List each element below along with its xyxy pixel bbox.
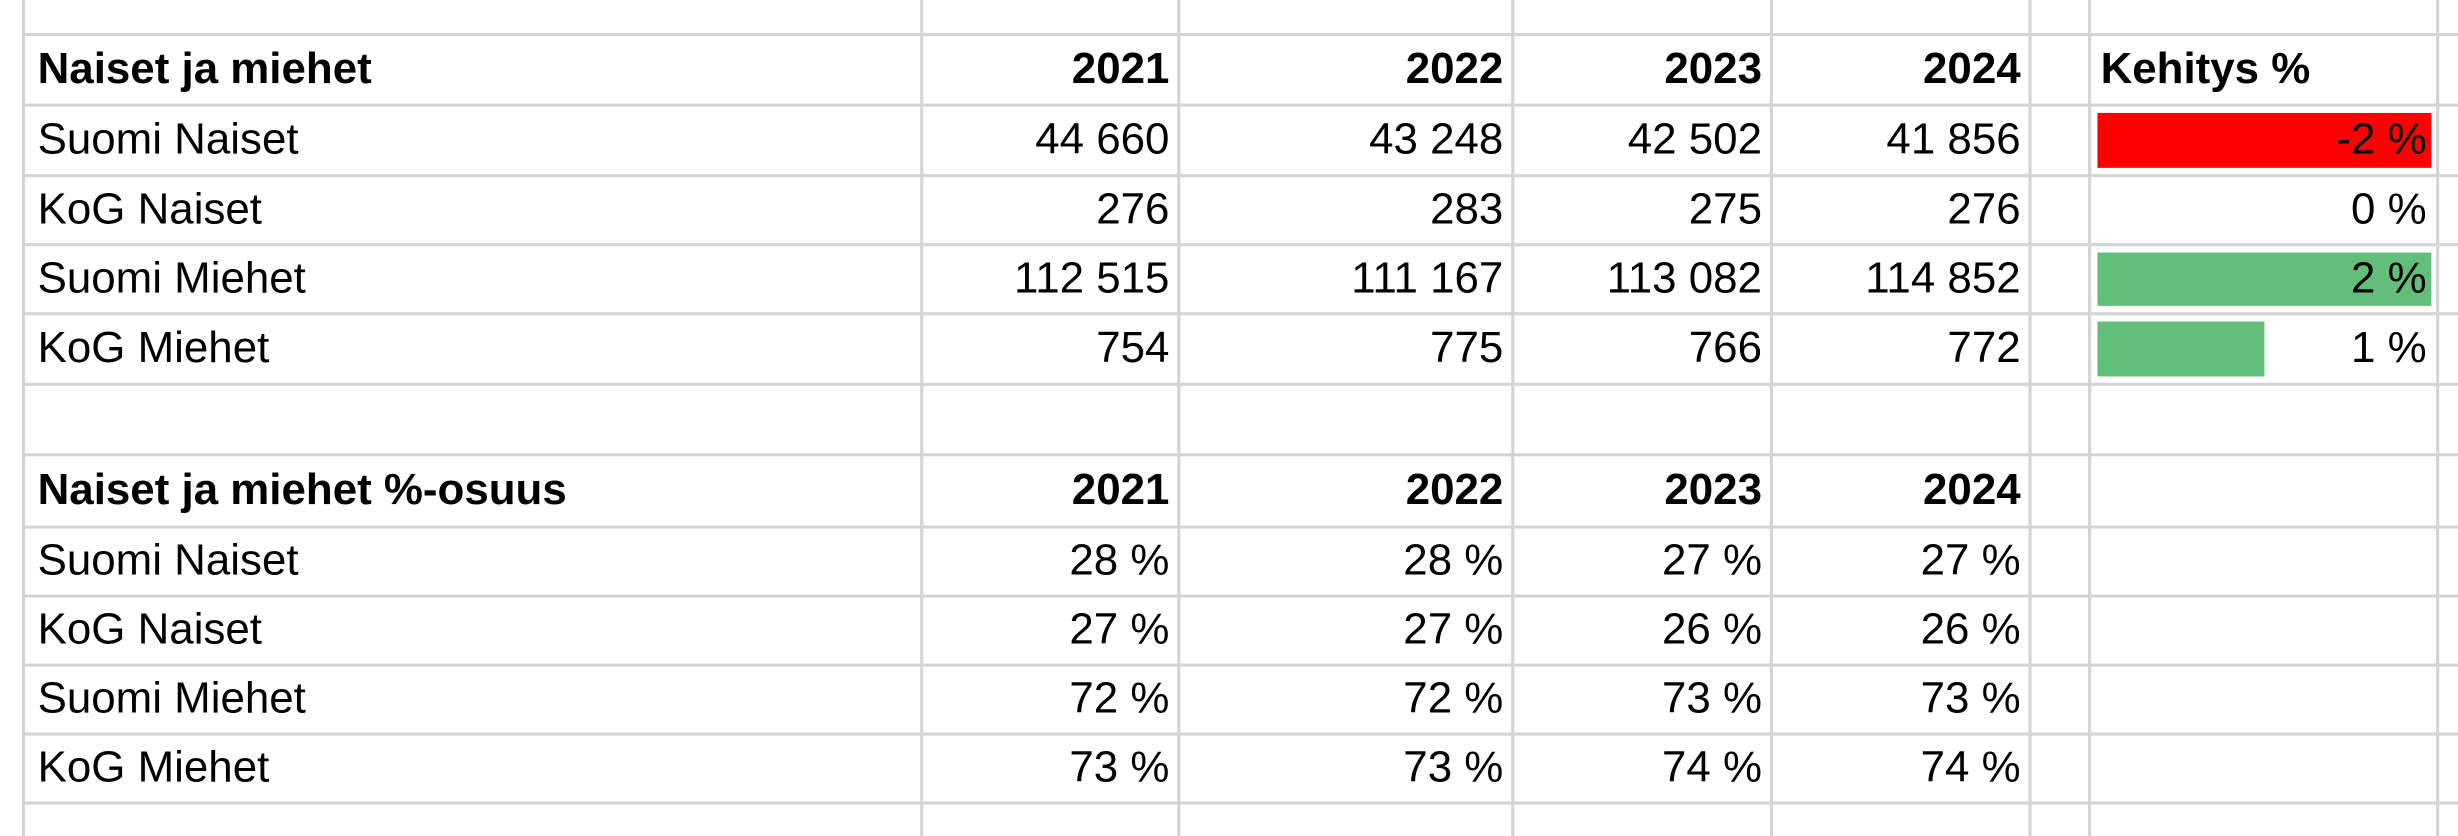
- cell-value: 43 248: [1369, 115, 1503, 164]
- cell-value: 73 %: [1069, 743, 1169, 792]
- kehitys-header: Kehitys %: [2101, 44, 2311, 93]
- cell-value: 276: [1096, 184, 1169, 233]
- cell-value: 775: [1430, 323, 1503, 372]
- cell-value: 74 %: [1662, 743, 1762, 792]
- year-header: 2021: [1072, 465, 1170, 514]
- table-title: Naiset ja miehet %-osuus: [38, 465, 567, 514]
- year-header: 2021: [1072, 44, 1170, 93]
- cell-value: 27 %: [1662, 536, 1762, 585]
- cell-value: 27 %: [1069, 605, 1169, 654]
- row-label: KoG Miehet: [38, 743, 270, 792]
- cell-value: 754: [1096, 323, 1169, 372]
- cell-value: 111 167: [1351, 253, 1503, 302]
- cell-value: 112 515: [1014, 253, 1169, 302]
- year-header: 2023: [1664, 465, 1762, 514]
- row-label: Suomi Naiset: [38, 536, 299, 585]
- row-label: Suomi Naiset: [38, 115, 299, 164]
- cell-value: 772: [1947, 323, 2020, 372]
- cell-value: 28 %: [1069, 536, 1169, 585]
- data-bar: [2097, 321, 2265, 377]
- cell-value: 27 %: [1921, 536, 2021, 585]
- cell-value: 276: [1947, 184, 2020, 233]
- cell-value: 74 %: [1921, 743, 2021, 792]
- row-label: Suomi Miehet: [38, 674, 306, 723]
- data-bar: [2097, 112, 2432, 168]
- cell-value: 275: [1689, 184, 1762, 233]
- kehitys-value: 1 %: [2351, 323, 2427, 372]
- cell-value: 27 %: [1403, 605, 1503, 654]
- data-bar: [2097, 252, 2432, 306]
- row-label: Suomi Miehet: [38, 253, 306, 302]
- cell-value: 26 %: [1921, 605, 2021, 654]
- year-header: 2024: [1923, 44, 2021, 93]
- cell-value: 283: [1430, 184, 1503, 233]
- kehitys-value: 0 %: [2351, 184, 2427, 233]
- year-header: 2023: [1664, 44, 1762, 93]
- cell-value: 41 856: [1886, 115, 2020, 164]
- cell-value: 72 %: [1403, 674, 1503, 723]
- row-label: KoG Miehet: [38, 323, 270, 372]
- kehitys-value: -2 %: [2336, 115, 2426, 164]
- cell-value: 72 %: [1069, 674, 1169, 723]
- cell-value: 44 660: [1035, 115, 1169, 164]
- cell-value: 766: [1689, 323, 1762, 372]
- year-header: 2024: [1923, 465, 2021, 514]
- cell-value: 42 502: [1628, 115, 1762, 164]
- row-label: KoG Naiset: [38, 605, 262, 654]
- cell-value: 73 %: [1921, 674, 2021, 723]
- cell-value: 26 %: [1662, 605, 1762, 654]
- year-header: 2022: [1406, 44, 1504, 93]
- year-header: 2022: [1406, 465, 1504, 514]
- cell-value: 73 %: [1662, 674, 1762, 723]
- cell-value: 28 %: [1403, 536, 1503, 585]
- kehitys-value: 2 %: [2351, 253, 2427, 302]
- cell-value: 114 852: [1865, 253, 2020, 302]
- cell-value: 73 %: [1403, 743, 1503, 792]
- table-title: Naiset ja miehet: [38, 44, 372, 93]
- row-label: KoG Naiset: [38, 184, 262, 233]
- cell-value: 113 082: [1607, 253, 1762, 302]
